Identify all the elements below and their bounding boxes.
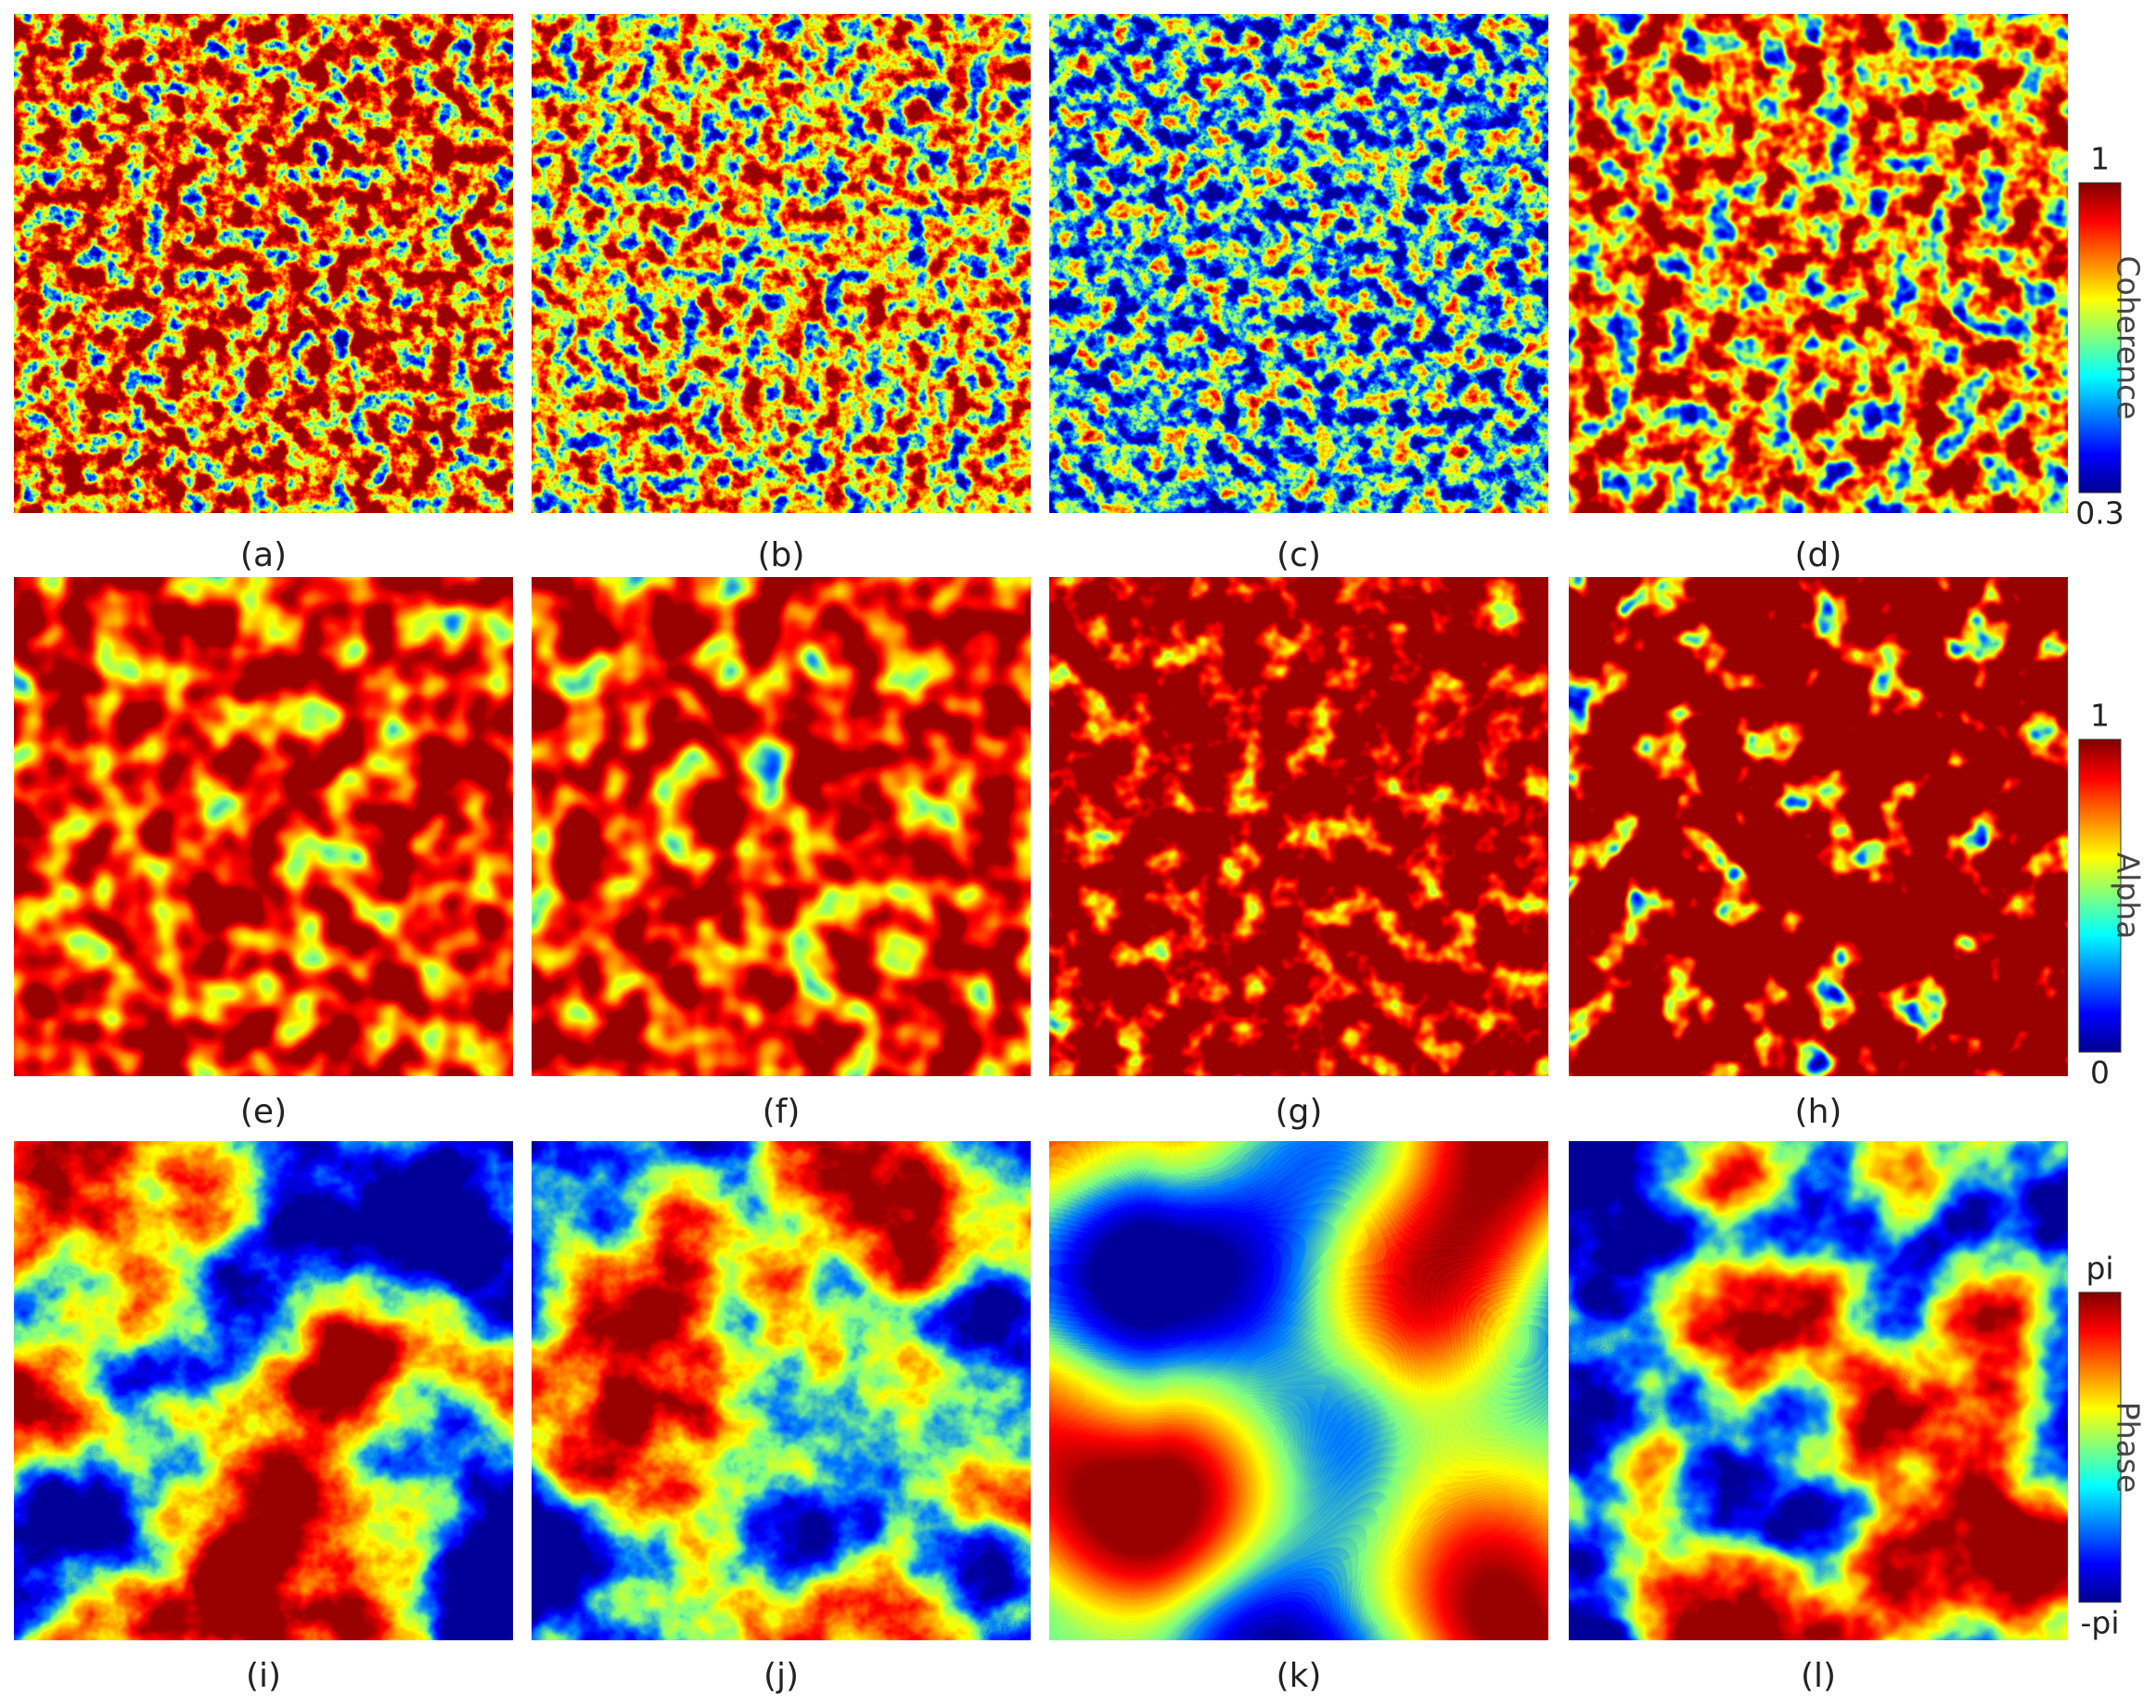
map-image [532,1141,1031,1640]
colorbar-max: pi [2085,1251,2113,1287]
colorbar-min: 0.3 [2075,495,2124,532]
panel-label: (i) [246,1657,281,1695]
panel-label: (j) [764,1657,799,1695]
map-image [1569,14,2068,513]
map-image [14,14,513,513]
colorbar [2078,1291,2122,1603]
colorbar-min: -pi [2080,1605,2119,1641]
map-image [1049,1141,1548,1640]
panel-label: (d) [1795,536,1842,574]
colorbar [2078,738,2122,1053]
map-image [1049,577,1548,1076]
map-image [14,1141,513,1640]
colorbar-title: Alpha [2111,853,2147,940]
panel-label: (b) [758,536,805,574]
panel-label: (h) [1795,1093,1842,1131]
map-image [1569,577,2068,1076]
colorbar-max: 1 [2090,141,2110,177]
panel-label: (f) [763,1093,801,1131]
map-image [1569,1141,2068,1640]
colorbar-title: Coherence [2111,256,2147,420]
colorbar [2078,182,2122,494]
colorbar-min: 0 [2090,1055,2110,1091]
panel-label: (k) [1277,1657,1322,1695]
colorbar-max: 1 [2090,698,2110,734]
map-image [532,577,1031,1076]
map-image [1049,14,1548,513]
panel-label: (c) [1277,536,1321,574]
colorbar-title: Phase [2111,1402,2147,1494]
map-image [532,14,1031,513]
panel-label: (e) [240,1093,287,1131]
map-image [14,577,513,1076]
panel-label: (g) [1276,1093,1323,1131]
panel-label: (l) [1801,1657,1836,1695]
panel-label: (a) [240,536,287,574]
